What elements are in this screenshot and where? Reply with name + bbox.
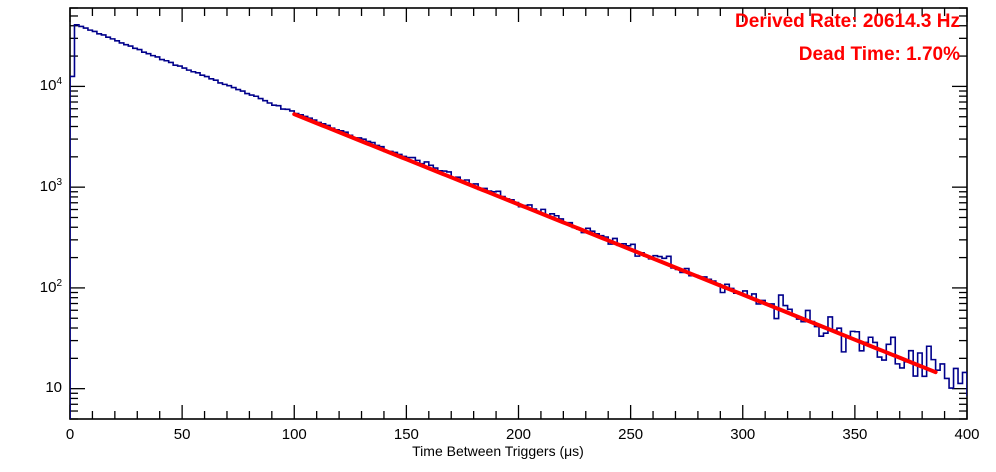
exponential-fit-line xyxy=(292,112,938,375)
x-tick-label: 300 xyxy=(730,426,756,443)
x-tick-label: 350 xyxy=(842,426,868,443)
derived-rate-annotation: Derived Rate: 20614.3 Hz xyxy=(735,11,960,32)
x-tick-label: 250 xyxy=(618,426,644,443)
y-axis-ticks xyxy=(70,7,967,420)
x-tick-label: 100 xyxy=(281,426,307,443)
x-tick-label: 400 xyxy=(954,426,980,443)
axis-frame xyxy=(69,7,968,420)
x-tick-label: 0 xyxy=(65,426,75,443)
y-tick-label: 10 xyxy=(45,378,62,396)
histogram-trace xyxy=(70,23,967,419)
y-tick-label: 104 xyxy=(39,76,62,95)
x-tick-label: 150 xyxy=(393,426,419,443)
x-axis-title: Time Between Triggers (μs) xyxy=(412,443,584,459)
x-axis-ticks xyxy=(69,8,968,419)
dead-time-annotation: Dead Time: 1.70% xyxy=(798,44,960,65)
y-tick-label: 102 xyxy=(39,277,62,296)
x-tick-label: 50 xyxy=(173,426,191,443)
x-tick-label: 200 xyxy=(505,426,532,443)
y-tick-label: 103 xyxy=(39,177,62,196)
